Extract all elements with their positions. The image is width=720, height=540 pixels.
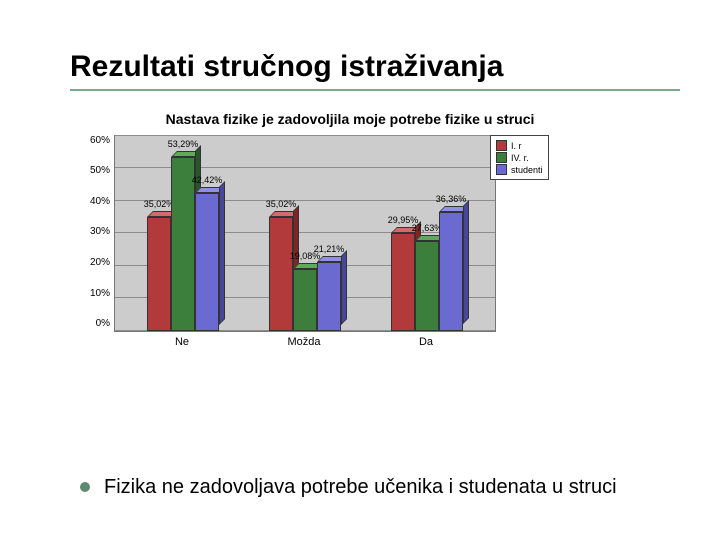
legend-swatch-icon xyxy=(496,140,507,151)
legend: I. r IV. r. studenti xyxy=(490,135,549,180)
x-tick-label: Da xyxy=(390,336,462,348)
x-axis: Ne Možda Da xyxy=(114,336,494,352)
bullet-list: Fizika ne zadovoljava potrebe učenika i … xyxy=(80,475,670,500)
legend-label: studenti xyxy=(511,165,543,175)
legend-item: I. r xyxy=(496,140,543,151)
y-tick-label: 50% xyxy=(90,165,110,176)
y-tick-label: 60% xyxy=(90,135,110,146)
bar: 19,08% xyxy=(293,269,317,331)
bar-group: 29,95%27,63%36,36% xyxy=(391,212,463,330)
bar: 29,95% xyxy=(391,233,415,330)
bullet-dot-icon xyxy=(80,482,90,492)
bar-value-label: 42,42% xyxy=(192,175,223,185)
bar-value-label: 53,29% xyxy=(168,139,199,149)
gridline xyxy=(115,135,495,136)
bar-value-label: 35,02% xyxy=(266,199,297,209)
x-tick-label: Možda xyxy=(268,336,340,348)
bar-value-label: 35,02% xyxy=(144,199,175,209)
bar: 27,63% xyxy=(415,241,439,331)
y-tick-label: 0% xyxy=(96,318,110,329)
chart: Nastava fizike je zadovoljila moje potre… xyxy=(90,111,610,352)
bar-value-label: 27,63% xyxy=(412,223,443,233)
bar: 35,02% xyxy=(269,217,293,331)
legend-label: I. r xyxy=(511,141,522,151)
y-tick-label: 10% xyxy=(90,288,110,299)
legend-item: IV. r. xyxy=(496,152,543,163)
title-underline xyxy=(70,89,680,91)
bar: 42,42% xyxy=(195,193,219,331)
y-tick-label: 40% xyxy=(90,196,110,207)
bar: 35,02% xyxy=(147,217,171,331)
bar-group: 35,02%19,08%21,21% xyxy=(269,217,341,331)
legend-swatch-icon xyxy=(496,152,507,163)
legend-label: IV. r. xyxy=(511,153,529,163)
page-title: Rezultati stručnog istraživanja xyxy=(70,50,680,83)
legend-item: studenti xyxy=(496,164,543,175)
bullet-item: Fizika ne zadovoljava potrebe učenika i … xyxy=(80,475,670,500)
bar-value-label: 36,36% xyxy=(436,194,467,204)
bar: 21,21% xyxy=(317,262,341,331)
plot-frame: 35,02%53,29%42,42%35,02%19,08%21,21%29,9… xyxy=(114,135,496,352)
plot-area: 35,02%53,29%42,42%35,02%19,08%21,21%29,9… xyxy=(114,135,496,332)
y-tick-label: 20% xyxy=(90,257,110,268)
bar-group: 35,02%53,29%42,42% xyxy=(147,157,219,330)
y-axis: 60% 50% 40% 30% 20% 10% 0% xyxy=(90,135,114,330)
bar: 36,36% xyxy=(439,212,463,330)
bullet-text: Fizika ne zadovoljava potrebe učenika i … xyxy=(104,475,617,500)
y-tick-label: 30% xyxy=(90,226,110,237)
x-tick-label: Ne xyxy=(146,336,218,348)
bar-value-label: 21,21% xyxy=(314,244,345,254)
chart-title: Nastava fizike je zadovoljila moje potre… xyxy=(90,111,610,129)
slide: Rezultati stručnog istraživanja Nastava … xyxy=(0,0,720,540)
legend-swatch-icon xyxy=(496,164,507,175)
